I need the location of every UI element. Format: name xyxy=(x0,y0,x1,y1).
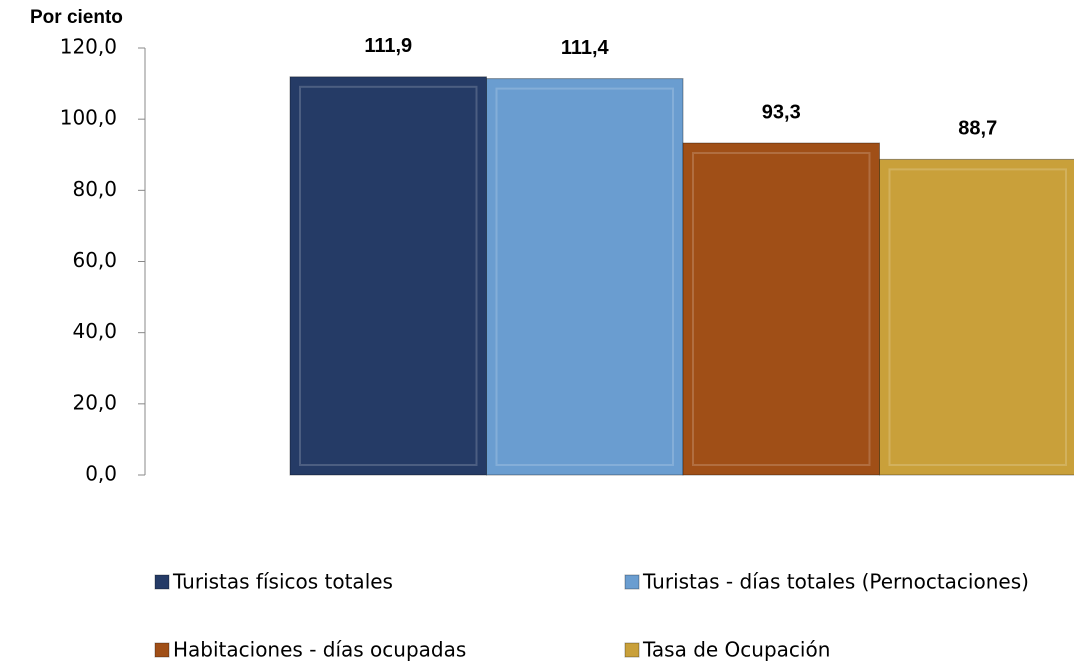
legend-swatch xyxy=(154,574,170,590)
y-tick-label: 0,0 xyxy=(85,462,117,486)
bar xyxy=(486,78,684,476)
bar-bevel xyxy=(299,85,478,466)
y-tick-label: 20,0 xyxy=(72,390,117,414)
legend-label: Turistas físicos totales xyxy=(172,570,393,594)
legend-swatch xyxy=(624,574,640,590)
legend-swatch xyxy=(154,642,170,658)
axis-label: Por ciento xyxy=(30,7,123,28)
legend-label: Turistas - días totales (Pernoctaciones) xyxy=(642,570,1029,594)
legend-swatch xyxy=(624,642,640,658)
y-tick-label: 60,0 xyxy=(72,248,117,272)
y-tick-label: 80,0 xyxy=(72,177,117,201)
bar-bevel xyxy=(692,152,871,466)
y-tick-label: 120,0 xyxy=(60,35,117,59)
bar xyxy=(682,142,880,476)
data-label: 111,4 xyxy=(561,37,610,59)
legend-label: Tasa de Ocupación xyxy=(642,638,830,662)
bar-bevel xyxy=(888,168,1067,467)
data-label: 93,3 xyxy=(762,101,801,123)
bar xyxy=(879,158,1074,476)
data-label: 111,9 xyxy=(364,35,412,57)
bar xyxy=(289,76,487,476)
legend-label: Habitaciones - días ocupadas xyxy=(173,638,466,662)
bar-bevel xyxy=(495,87,674,467)
y-tick-label: 40,0 xyxy=(72,319,117,343)
data-label: 88,7 xyxy=(958,118,997,140)
y-tick-label: 100,0 xyxy=(60,106,117,130)
